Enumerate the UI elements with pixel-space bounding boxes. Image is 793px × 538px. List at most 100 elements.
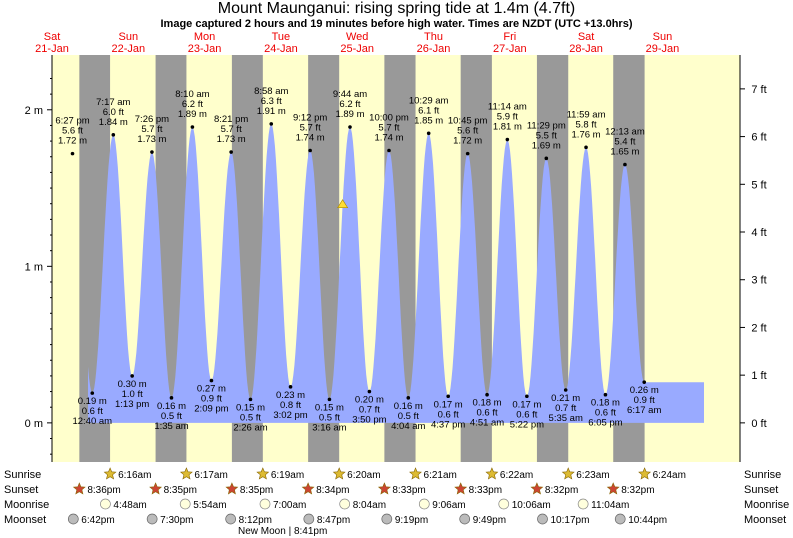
day-date-label: 26-Jan bbox=[417, 43, 451, 55]
moonset-moon-icon bbox=[225, 513, 237, 525]
low-tide-label: 3:02 pm bbox=[273, 410, 307, 421]
day-date-label: 23-Jan bbox=[188, 43, 222, 55]
sunset-star-icon bbox=[72, 482, 86, 495]
high-tide-point bbox=[70, 151, 75, 156]
low-tide-label: 5:22 pm bbox=[510, 419, 544, 430]
sunrise-star-icon bbox=[561, 467, 575, 480]
sunrise-star-icon bbox=[332, 467, 346, 480]
high-tide-label: 10:45 pm bbox=[448, 116, 488, 127]
low-tide-point bbox=[563, 388, 568, 392]
sunset-star-icon bbox=[301, 482, 315, 495]
low-tide-point bbox=[446, 394, 450, 399]
low-tide-label: 0.21 m bbox=[551, 393, 580, 404]
high-tide-label: 5.7 ft bbox=[300, 122, 321, 133]
low-tide-point bbox=[209, 378, 214, 383]
high-tide-point bbox=[505, 137, 510, 142]
y-tick-label-ft: 2 ft bbox=[751, 322, 766, 334]
low-tide-point bbox=[406, 396, 411, 400]
low-tide-label: 3:16 am bbox=[312, 422, 346, 433]
day-name-label: Fri bbox=[503, 31, 516, 43]
high-tide-point bbox=[584, 145, 588, 150]
y-tick-label-ft: 1 ft bbox=[751, 370, 766, 382]
high-tide-label: 10:29 am bbox=[409, 95, 449, 106]
day-date-label: 21-Jan bbox=[35, 43, 69, 55]
high-tide-label: 5.9 ft bbox=[497, 112, 518, 123]
high-tide-point bbox=[111, 133, 116, 137]
sunset-time: 8:32pm bbox=[621, 485, 654, 496]
low-tide-label: 0.23 m bbox=[276, 390, 305, 401]
high-tide-label: 5.5 ft bbox=[536, 130, 557, 141]
low-tide-label: 0.15 m bbox=[236, 402, 265, 413]
low-tide-label: 0.26 m bbox=[630, 385, 659, 396]
day-name-label: Wed bbox=[346, 31, 368, 43]
sunset-time: 8:35pm bbox=[240, 485, 273, 496]
high-tide-label: 6.2 ft bbox=[339, 99, 360, 110]
sunrise-star-icon bbox=[409, 467, 422, 480]
low-tide-label: 1:13 pm bbox=[115, 399, 149, 410]
day-name-label: Tue bbox=[272, 31, 291, 43]
high-tide-label: 5.7 ft bbox=[221, 124, 242, 135]
sunset-star-icon bbox=[454, 482, 468, 495]
high-tide-label: 9:12 pm bbox=[293, 112, 327, 123]
high-tide-label: 8:58 am bbox=[254, 86, 288, 97]
high-tide-point bbox=[387, 148, 391, 153]
high-tide-label: 1.72 m bbox=[453, 136, 482, 147]
low-tide-label: 0.7 ft bbox=[555, 403, 576, 414]
moonset-time: 6:42pm bbox=[81, 515, 114, 526]
high-tide-label: 6.2 ft bbox=[182, 99, 203, 110]
moonrise-time: 8:04am bbox=[353, 500, 386, 511]
low-tide-label: 3:50 pm bbox=[352, 415, 386, 426]
sunrise-row-label-right: Sunrise bbox=[744, 469, 781, 481]
moonset-moon-icon bbox=[146, 513, 158, 525]
low-tide-point bbox=[248, 397, 253, 402]
high-tide-label: 6.0 ft bbox=[103, 107, 124, 118]
low-tide-label: 0.5 ft bbox=[398, 411, 419, 422]
high-tide-label: 1.69 m bbox=[532, 140, 561, 151]
moonrise-time: 11:04am bbox=[591, 500, 629, 511]
sunset-star-icon bbox=[606, 482, 620, 495]
high-tide-label: 11:14 am bbox=[488, 102, 527, 113]
moonrise-row-label-left: Moonrise bbox=[4, 499, 49, 511]
sunrise-star-icon bbox=[103, 467, 117, 480]
moonrise-moon-icon bbox=[179, 498, 191, 510]
low-tide-label: 4:37 pm bbox=[431, 419, 465, 430]
sunset-time: 8:33pm bbox=[392, 485, 425, 496]
high-tide-label: 5.7 ft bbox=[378, 122, 399, 133]
low-tide-label: 5:35 am bbox=[549, 413, 583, 424]
high-tide-label: 11:29 pm bbox=[527, 120, 566, 131]
moonrise-moon-icon bbox=[418, 498, 430, 510]
sunrise-star-icon bbox=[485, 467, 499, 480]
high-tide-label: 11:59 am bbox=[567, 109, 606, 120]
low-tide-label: 0.20 m bbox=[355, 395, 384, 406]
new-moon-label: New Moon | 8:41pm bbox=[238, 526, 327, 537]
sunrise-row-label-left: Sunrise bbox=[4, 469, 41, 481]
moonrise-time: 5:54am bbox=[193, 500, 226, 511]
low-tide-point bbox=[327, 397, 332, 402]
moonset-time: 8:47pm bbox=[317, 515, 350, 526]
low-tide-point bbox=[288, 385, 293, 389]
moonset-moon-icon bbox=[67, 513, 79, 525]
day-name-label: Sat bbox=[578, 31, 595, 43]
high-tide-point bbox=[229, 150, 233, 154]
high-tide-label: 8:21 pm bbox=[214, 114, 248, 125]
sunrise-star-icon bbox=[638, 467, 652, 480]
low-tide-label: 0.16 m bbox=[394, 401, 423, 412]
moonset-moon-icon bbox=[459, 513, 471, 525]
sunset-time: 8:32pm bbox=[545, 485, 578, 496]
moonset-time: 10:44pm bbox=[628, 515, 667, 526]
y-tick-label-ft: 7 ft bbox=[751, 84, 766, 96]
low-tide-label: 0.5 ft bbox=[240, 412, 261, 423]
low-tide-label: 0.18 m bbox=[473, 398, 502, 409]
high-tide-label: 1.74 m bbox=[296, 132, 325, 143]
low-tide-label: 1:35 am bbox=[154, 421, 188, 432]
moonset-time: 9:19pm bbox=[395, 515, 428, 526]
low-tide-label: 0.5 ft bbox=[319, 412, 340, 423]
high-tide-label: 10:00 pm bbox=[369, 112, 409, 123]
moonset-moon-icon bbox=[614, 513, 626, 525]
low-tide-label: 0.8 ft bbox=[280, 400, 301, 411]
day-name-label: Sun bbox=[653, 31, 673, 43]
y-tick-label-m: 1 m bbox=[25, 261, 43, 273]
high-tide-label: 1.73 m bbox=[217, 134, 246, 145]
moonrise-time: 4:48am bbox=[113, 500, 146, 511]
moonset-time: 8:12pm bbox=[239, 515, 272, 526]
